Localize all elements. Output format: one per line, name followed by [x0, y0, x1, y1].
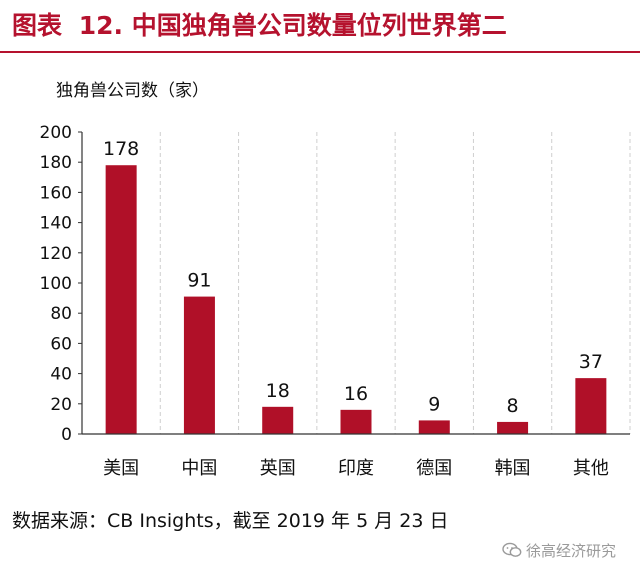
x-tick-label: 印度 [338, 458, 374, 479]
x-tick-label: 美国 [103, 458, 139, 479]
y-tick-label: 40 [50, 365, 72, 385]
figure-label: 图表 [12, 11, 63, 40]
bar [183, 296, 215, 434]
x-tick-label: 英国 [260, 458, 296, 479]
x-tick-label: 中国 [181, 458, 217, 479]
y-tick-label: 120 [40, 244, 72, 264]
y-tick-label: 0 [61, 425, 72, 445]
watermark: 徐高经济研究 [502, 538, 616, 562]
bar-value-label: 8 [507, 395, 519, 417]
bar [418, 420, 450, 434]
figure-title-text: 中国独角兽公司数量位列世界第二 [131, 11, 507, 40]
figure-number: 12. [78, 11, 124, 40]
watermark-text: 徐高经济研究 [526, 541, 617, 560]
x-tick-label: 德国 [416, 458, 452, 479]
bar [575, 378, 607, 434]
figure-title: 图表 12. 中国独角兽公司数量位列世界第二 [12, 4, 632, 48]
y-tick-label: 80 [50, 304, 72, 324]
y-tick-label: 140 [40, 214, 72, 234]
bar-value-label: 18 [266, 380, 290, 402]
source-note: 数据来源：CB Insights，截至 2019 年 5 月 23 日 [12, 510, 449, 532]
bar-value-label: 178 [103, 138, 139, 160]
bar-chart: 独角兽公司数（家） 0 20 40 60 80 100 120 140 160 180 200 17… [40, 81, 631, 479]
x-tick-label: 其他 [573, 458, 609, 479]
wechat-icon [502, 542, 522, 557]
x-tick-label: 韩国 [495, 458, 531, 479]
y-tick-label: 20 [50, 395, 72, 415]
bar-value-label: 9 [428, 393, 440, 415]
bar-value-label: 91 [187, 270, 211, 292]
bar [340, 409, 372, 434]
y-axis-label: 独角兽公司数（家） [56, 81, 209, 101]
title-rule [0, 51, 640, 53]
y-tick-label: 100 [40, 274, 72, 294]
bar [262, 406, 294, 434]
y-tick-label: 180 [40, 153, 72, 173]
bar [105, 165, 137, 434]
y-tick-label: 60 [50, 334, 72, 354]
bar-value-label: 16 [344, 383, 368, 405]
bar-value-label: 37 [579, 351, 603, 373]
bar [497, 421, 529, 434]
y-tick-label: 160 [40, 183, 72, 203]
y-tick-label: 200 [40, 123, 72, 143]
